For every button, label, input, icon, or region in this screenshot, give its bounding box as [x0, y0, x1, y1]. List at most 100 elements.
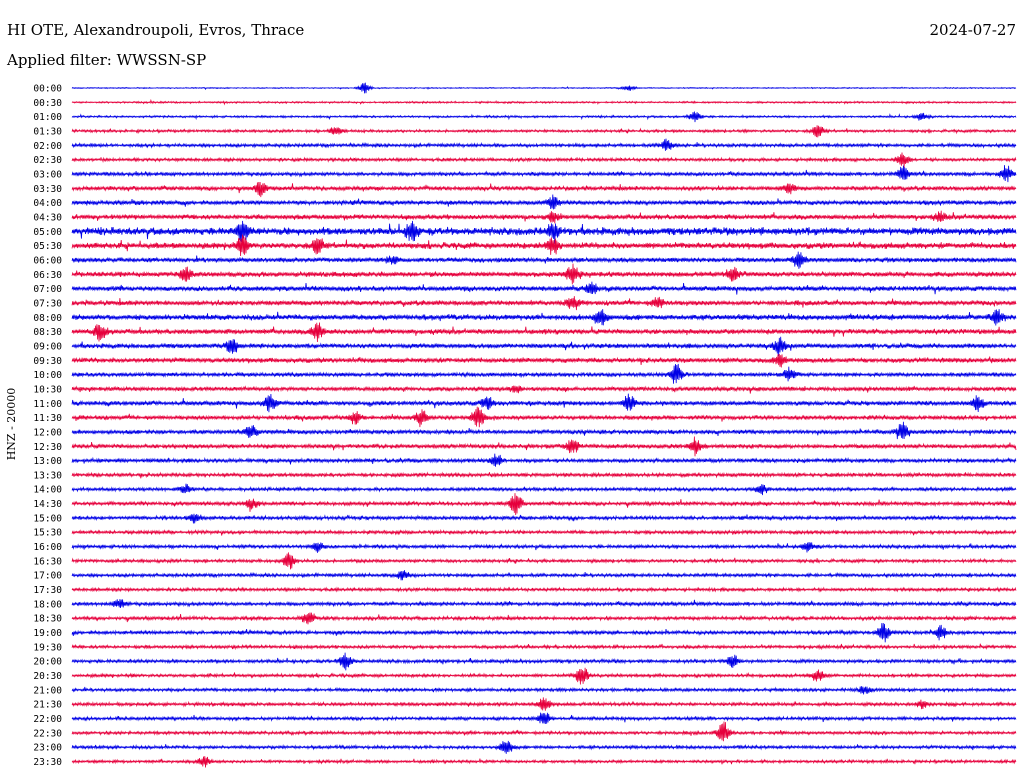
row-time-label: 20:30	[33, 671, 62, 682]
row-time-label: 13:00	[33, 456, 62, 467]
seismic-trace	[71, 586, 1017, 593]
row-time-label: 08:30	[33, 327, 62, 338]
row-time-label: 11:00	[33, 399, 62, 410]
seismic-trace	[71, 125, 1017, 138]
seismic-trace	[71, 210, 1017, 224]
seismic-trace	[71, 309, 1017, 326]
filter-label: Applied filter: WWSSN-SP	[7, 51, 207, 69]
row-time-label: 13:30	[33, 470, 62, 481]
seismic-trace	[71, 697, 1017, 711]
seismic-trace	[71, 622, 1017, 643]
row-time-label: 14:00	[33, 485, 62, 496]
row-time-label: 02:00	[33, 141, 62, 152]
seismic-trace	[71, 712, 1017, 725]
seismic-trace	[71, 570, 1017, 581]
row-time-label: 01:00	[33, 112, 62, 123]
row-time-label: 05:00	[33, 227, 62, 238]
seismic-trace	[71, 220, 1017, 244]
seismic-trace	[71, 528, 1017, 536]
seismic-trace	[71, 667, 1017, 685]
row-time-label: 06:00	[33, 255, 62, 266]
seismic-trace	[71, 234, 1017, 257]
seismic-trace	[71, 322, 1017, 343]
seismic-trace	[71, 296, 1017, 311]
seismic-trace	[71, 453, 1017, 467]
seismic-trace	[71, 643, 1017, 651]
seismic-trace	[71, 513, 1017, 524]
seismic-trace	[71, 251, 1017, 269]
seismic-trace	[71, 281, 1017, 295]
seismic-trace	[71, 194, 1017, 210]
row-time-label: 19:00	[33, 628, 62, 639]
row-time-label: 01:30	[33, 126, 62, 137]
row-time-label: 03:00	[33, 169, 62, 180]
row-time-label: 15:30	[33, 528, 62, 539]
seismic-trace	[71, 353, 1017, 368]
row-time-label: 10:00	[33, 370, 62, 381]
row-time-label: 14:30	[33, 499, 62, 510]
row-time-label: 17:00	[33, 571, 62, 582]
seismic-trace	[71, 393, 1017, 413]
seismic-trace	[71, 82, 1017, 94]
row-time-label: 00:00	[33, 84, 62, 95]
row-time-label: 09:00	[33, 341, 62, 352]
seismic-trace	[71, 471, 1017, 479]
seismic-trace	[71, 138, 1017, 151]
y-axis-label: HNZ - 20000	[5, 388, 18, 461]
station-title: HI OTE, Alexandroupoli, Evros, Thrace	[7, 21, 305, 39]
row-time-label: 10:30	[33, 384, 62, 395]
seismic-trace	[71, 652, 1017, 671]
seismic-trace	[71, 493, 1017, 516]
seismic-trace	[71, 165, 1017, 183]
row-time-label: 08:00	[33, 313, 62, 324]
row-time-label: 20:00	[33, 657, 62, 668]
seismic-trace	[71, 740, 1017, 754]
seismic-trace	[71, 483, 1017, 496]
row-time-label: 21:30	[33, 700, 62, 711]
row-time-label: 11:30	[33, 413, 62, 424]
seismic-trace	[71, 406, 1017, 428]
seismic-trace	[71, 599, 1017, 609]
row-time-label: 22:30	[33, 728, 62, 739]
row-time-label: 00:30	[33, 98, 62, 109]
seismic-trace	[71, 721, 1017, 742]
row-time-label: 18:00	[33, 599, 62, 610]
row-time-label: 09:30	[33, 356, 62, 367]
row-time-label: 12:30	[33, 442, 62, 453]
row-time-label: 06:30	[33, 270, 62, 281]
row-time-label: 07:30	[33, 298, 62, 309]
seismic-trace	[71, 612, 1017, 625]
date-label: 2024-07-27	[929, 21, 1016, 39]
seismic-trace	[71, 263, 1017, 285]
row-time-label: 23:30	[33, 757, 62, 768]
seismic-trace	[71, 336, 1017, 357]
seismic-trace	[71, 98, 1017, 106]
row-time-label: 02:30	[33, 155, 62, 166]
row-time-label: 04:00	[33, 198, 62, 209]
seismic-trace	[71, 181, 1017, 198]
row-time-label: 15:00	[33, 513, 62, 524]
seismic-trace	[71, 541, 1017, 553]
seismic-trace	[71, 421, 1017, 440]
seismic-trace	[71, 385, 1017, 394]
row-time-label: 07:00	[33, 284, 62, 295]
row-time-label: 23:00	[33, 743, 62, 754]
seismic-trace	[71, 363, 1017, 384]
row-time-label: 04:30	[33, 212, 62, 223]
seismic-trace	[71, 436, 1017, 457]
seismic-trace	[71, 552, 1017, 570]
row-time-label: 18:30	[33, 614, 62, 625]
row-time-label: 03:30	[33, 184, 62, 195]
row-time-label: 05:30	[33, 241, 62, 252]
row-time-label: 16:30	[33, 556, 62, 567]
row-time-label: 22:00	[33, 714, 62, 725]
row-time-label: 17:30	[33, 585, 62, 596]
row-time-label: 12:00	[33, 427, 62, 438]
seismic-trace	[71, 111, 1017, 123]
row-time-label: 19:30	[33, 642, 62, 653]
seismic-trace	[71, 756, 1017, 768]
seismic-trace	[71, 686, 1017, 695]
row-time-label: 21:00	[33, 685, 62, 696]
seismic-trace	[71, 152, 1017, 168]
